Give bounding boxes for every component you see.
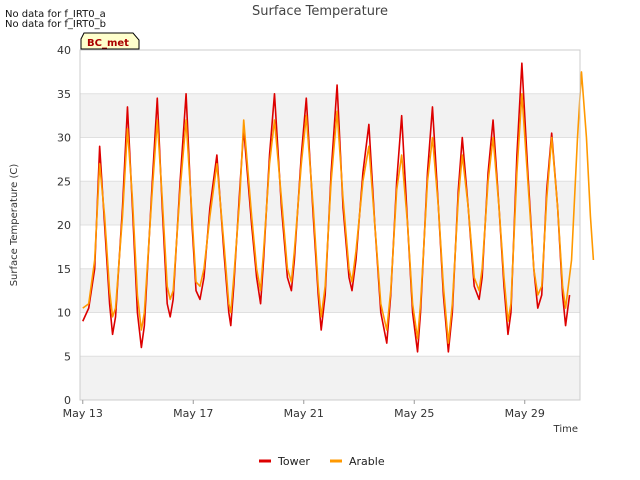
y-tick-label: 35 <box>57 88 71 101</box>
x-axis-ticks: May 13 May 17 May 21 May 25 May 29 <box>63 400 545 420</box>
plot-band <box>80 93 580 138</box>
y-tick-label: 20 <box>57 219 71 232</box>
series-layer <box>82 62 595 353</box>
x-tick-label: May 13 <box>63 407 103 420</box>
y-tick-label: 30 <box>57 132 71 145</box>
series-line-arable <box>82 71 595 344</box>
legend-label-tower: Tower <box>277 455 310 468</box>
legend-label-arable: Arable <box>349 455 385 468</box>
y-tick-label: 10 <box>57 307 71 320</box>
x-tick-label: May 17 <box>173 407 213 420</box>
badge-shape <box>80 32 140 50</box>
y-tick-label: 15 <box>57 263 71 276</box>
plot-band <box>80 312 580 357</box>
badge: BC_met <box>80 32 140 50</box>
y-tick-label: 25 <box>57 175 71 188</box>
x-tick-label: May 25 <box>394 407 434 420</box>
plot-band <box>80 50 580 94</box>
y-tick-label: 5 <box>64 350 71 363</box>
no-data-note-b: No data for f_IRT0_b <box>5 19 106 30</box>
chart-title: Surface Temperature <box>252 4 388 19</box>
y-tick-label: 0 <box>64 394 71 407</box>
plot-band <box>80 356 580 400</box>
plot-band <box>80 268 580 313</box>
y-axis-ticks: 0 5 10 15 20 25 30 35 40 <box>57 44 71 407</box>
y-tick-label: 40 <box>57 44 71 57</box>
x-axis-label: Time <box>553 424 578 435</box>
legend: Tower Arable <box>259 455 385 468</box>
plot-frame <box>79 49 581 401</box>
badge-label: BC_met <box>87 38 129 49</box>
plot-band <box>80 225 580 269</box>
y-axis-label: Surface Temperature (C) <box>9 164 20 287</box>
x-tick-label: May 21 <box>284 407 324 420</box>
x-tick-label: May 29 <box>505 407 545 420</box>
no-data-note-a: No data for f_IRT0_a <box>5 9 106 20</box>
